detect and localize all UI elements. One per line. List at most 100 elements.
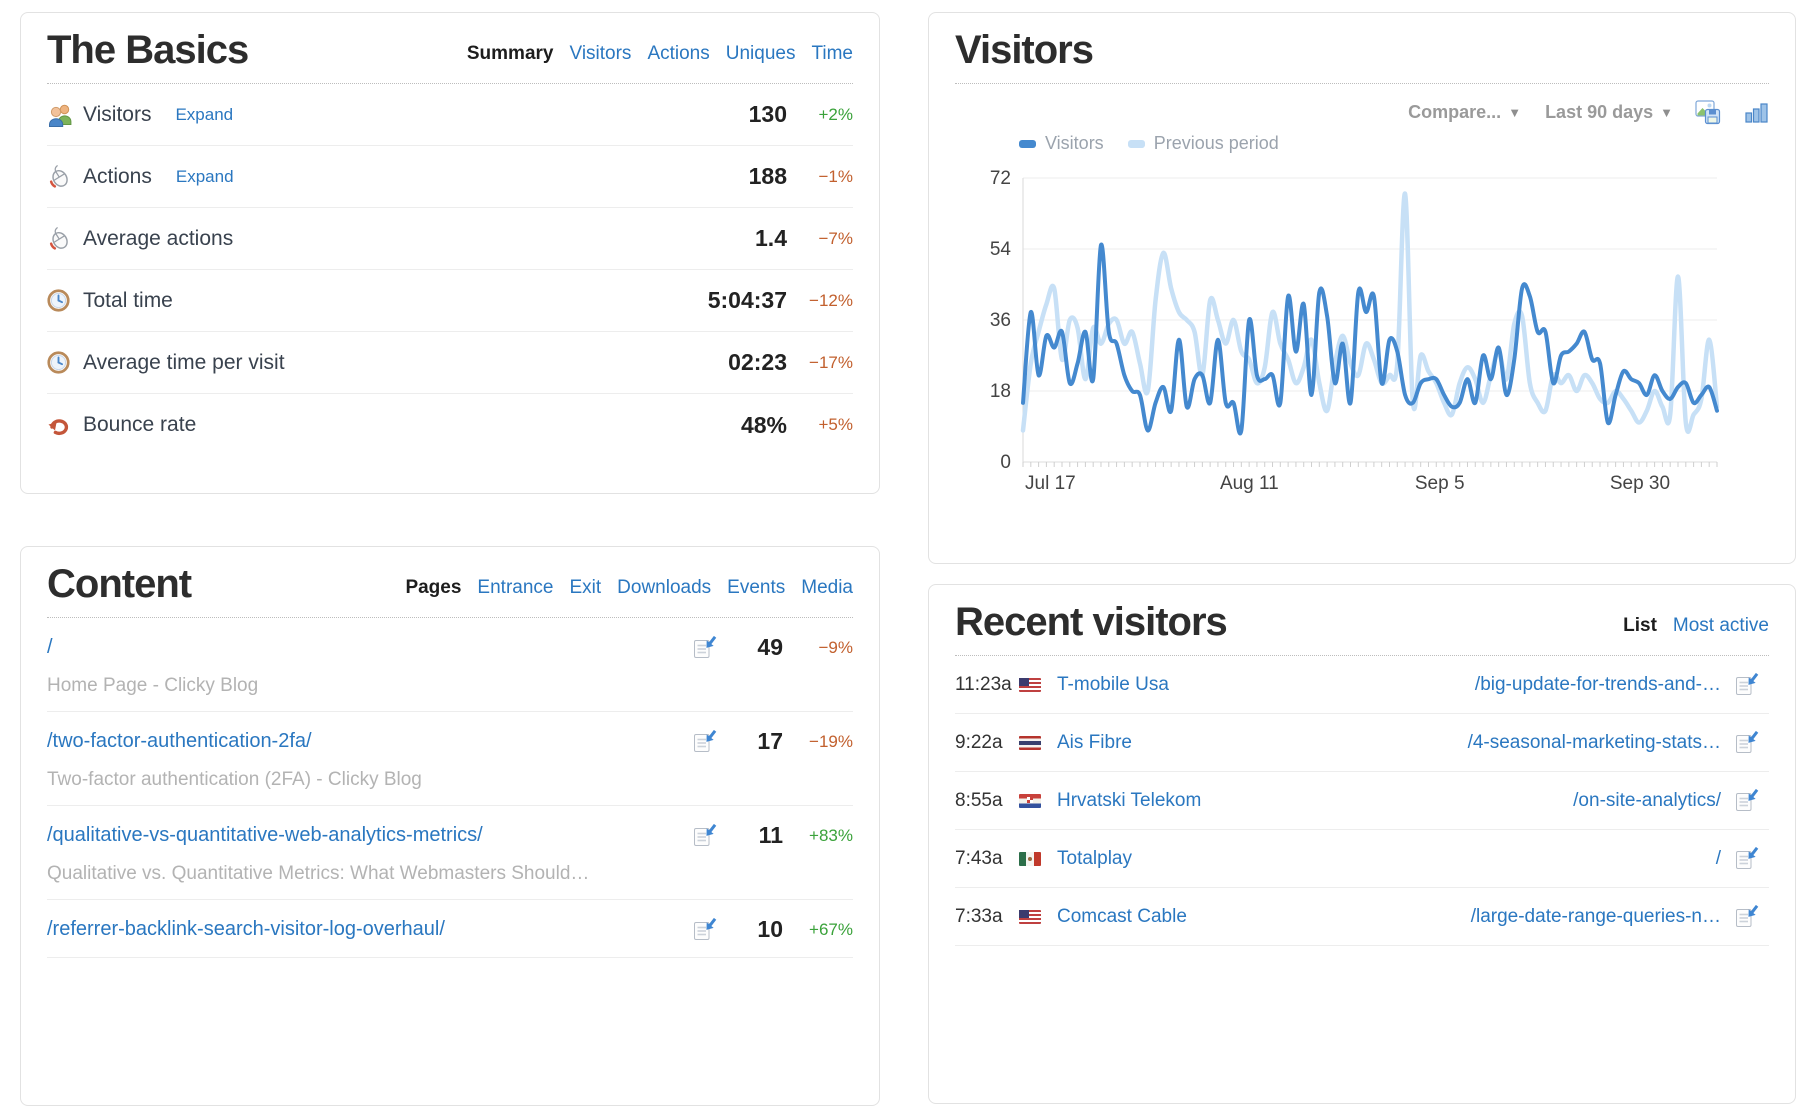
page-goto-icon[interactable] — [1735, 905, 1759, 928]
metric-change: −12% — [809, 290, 853, 310]
isp-link[interactable]: Comcast Cable — [1057, 905, 1187, 927]
page-link[interactable]: /referrer-backlink-search-visitor-log-ov… — [47, 918, 445, 940]
tab-visitors[interactable]: Visitors — [569, 43, 632, 64]
page-goto-icon[interactable] — [1735, 731, 1759, 754]
tab-most-active[interactable]: Most active — [1672, 615, 1769, 636]
visit-time: 9:22a — [955, 731, 1003, 753]
metric-value: 48% — [740, 411, 787, 438]
page-views-value: 49 — [757, 634, 783, 660]
tab-actions[interactable]: Actions — [647, 43, 710, 64]
tab-media[interactable]: Media — [801, 577, 853, 598]
flag-th-icon — [1019, 735, 1041, 750]
table-row: Actions Expand 188 −1% — [47, 146, 853, 208]
table-row: Visitors Expand 130 +2% — [47, 84, 853, 146]
metric-change: +5% — [818, 415, 854, 434]
visitor-page-link[interactable]: / — [1715, 847, 1721, 869]
visit-time: 7:33a — [955, 905, 1003, 927]
page-change: −19% — [809, 731, 853, 751]
chevron-down-icon: ▼ — [1508, 105, 1522, 120]
content-panel: Content Pages Entrance Exit Downloads Ev… — [20, 546, 880, 1106]
visitors-panel: Visitors Compare... ▼ Last 90 days ▼ — [928, 12, 1796, 564]
page-link[interactable]: /two-factor-authentication-2fa/ — [47, 730, 312, 752]
tab-list[interactable]: List — [1623, 615, 1657, 636]
tab-entrance[interactable]: Entrance — [477, 577, 554, 598]
compare-label: Compare... — [1408, 102, 1502, 122]
legend-item-previous-period: Previous period — [1127, 133, 1279, 154]
tab-uniques[interactable]: Uniques — [725, 43, 796, 64]
table-row: Average actions 1.4 −7% — [47, 208, 853, 270]
content-tabs: Pages Entrance Exit Downloads Events Med… — [405, 577, 853, 605]
chevron-down-icon: ▼ — [1660, 105, 1673, 120]
isp-link[interactable]: Totalplay — [1057, 847, 1132, 869]
svg-text:72: 72 — [990, 168, 1011, 189]
save-image-icon[interactable] — [1695, 100, 1722, 125]
page-link[interactable]: /qualitative-vs-quantitative-web-analyti… — [47, 824, 483, 846]
isp-link[interactable]: Ais Fibre — [1057, 731, 1132, 753]
visitor-page-link[interactable]: /large-date-range-queries-n… — [1470, 905, 1721, 927]
visitor-page-link[interactable]: /4-seasonal-marketing-stats… — [1467, 731, 1721, 753]
expand-link[interactable]: Expand — [175, 104, 234, 124]
date-range-label: Last 90 days — [1545, 102, 1654, 122]
visitor-page-link[interactable]: /big-update-for-trends-and-… — [1474, 673, 1721, 695]
tab-events[interactable]: Events — [727, 577, 786, 598]
chart-controls: Compare... ▼ Last 90 days ▼ — [955, 100, 1769, 125]
bar-chart-icon[interactable] — [1744, 100, 1769, 125]
tab-summary[interactable]: Summary — [466, 43, 554, 64]
page-title: Recent visitors — [955, 600, 1228, 644]
visitor-page-link[interactable]: /on-site-analytics/ — [1573, 789, 1721, 811]
table-row: 11:23a T-mobile Usa /big-update-for-tren… — [955, 656, 1769, 714]
tab-time[interactable]: Time — [811, 43, 853, 64]
table-row: 7:33a Comcast Cable /large-date-range-qu… — [955, 888, 1769, 946]
legend-label: Previous period — [1153, 133, 1279, 153]
table-row: /qualitative-vs-quantitative-web-analyti… — [47, 806, 853, 900]
svg-text:54: 54 — [990, 239, 1012, 260]
page-change: +83% — [809, 825, 853, 845]
bounce-icon — [47, 415, 83, 436]
metric-label: Total time — [83, 288, 173, 312]
page-goto-icon[interactable] — [693, 824, 717, 847]
page-goto-icon[interactable] — [693, 730, 717, 753]
table-row: 9:22a Ais Fibre /4-seasonal-marketing-st… — [955, 714, 1769, 772]
metric-change: +2% — [818, 104, 854, 124]
flag-hr-icon — [1019, 793, 1041, 808]
compare-dropdown[interactable]: Compare... ▼ — [1408, 102, 1521, 123]
recent-visitors-panel: Recent visitors List Most active 11:23a … — [928, 584, 1796, 1104]
table-row: / 49 −9% Home Page - Clicky Blog — [47, 618, 853, 712]
legend-item-visitors: Visitors — [1019, 133, 1104, 154]
isp-link[interactable]: Hrvatski Telekom — [1057, 789, 1202, 811]
metric-value: 188 — [748, 163, 787, 189]
visit-time: 11:23a — [955, 673, 1012, 695]
page-goto-icon[interactable] — [1735, 789, 1759, 812]
tab-exit[interactable]: Exit — [569, 577, 602, 598]
legend-label: Visitors — [1045, 133, 1104, 153]
visit-time: 7:43a — [955, 847, 1003, 869]
table-row: Average time per visit 02:23 −17% — [47, 332, 853, 394]
isp-link[interactable]: T-mobile Usa — [1057, 673, 1169, 695]
page-goto-icon[interactable] — [1735, 673, 1759, 696]
page-title-subtext: Home Page - Clicky Blog — [47, 675, 259, 696]
table-row: 8:55a Hrvatski Telekom /on-site-analytic… — [955, 772, 1769, 830]
basics-tabs: Summary Visitors Actions Uniques Time — [467, 43, 853, 71]
tab-pages[interactable]: Pages — [405, 577, 462, 598]
svg-text:Jul 17: Jul 17 — [1025, 473, 1076, 494]
tab-downloads[interactable]: Downloads — [617, 577, 712, 598]
metric-label: Average actions — [83, 226, 234, 250]
page-title-subtext: Qualitative vs. Quantitative Metrics: Wh… — [47, 863, 590, 884]
flag-us-icon — [1019, 909, 1041, 924]
metric-value: 5:04:37 — [707, 287, 787, 313]
page-title: Content — [47, 562, 192, 606]
page-goto-icon[interactable] — [693, 918, 717, 941]
date-range-dropdown[interactable]: Last 90 days ▼ — [1545, 102, 1673, 123]
page-change: +67% — [809, 919, 853, 939]
clock-icon — [47, 289, 83, 312]
metric-label: Bounce rate — [83, 413, 197, 436]
page-title: Visitors — [955, 28, 1094, 72]
svg-text:36: 36 — [990, 310, 1011, 331]
table-row: Total time 5:04:37 −12% — [47, 270, 853, 332]
expand-link[interactable]: Expand — [175, 166, 234, 186]
page-link[interactable]: / — [47, 636, 53, 658]
table-row: /two-factor-authentication-2fa/ 17 −19% … — [47, 712, 853, 806]
metric-value: 02:23 — [728, 349, 787, 375]
page-goto-icon[interactable] — [1735, 847, 1759, 870]
page-goto-icon[interactable] — [693, 636, 717, 659]
